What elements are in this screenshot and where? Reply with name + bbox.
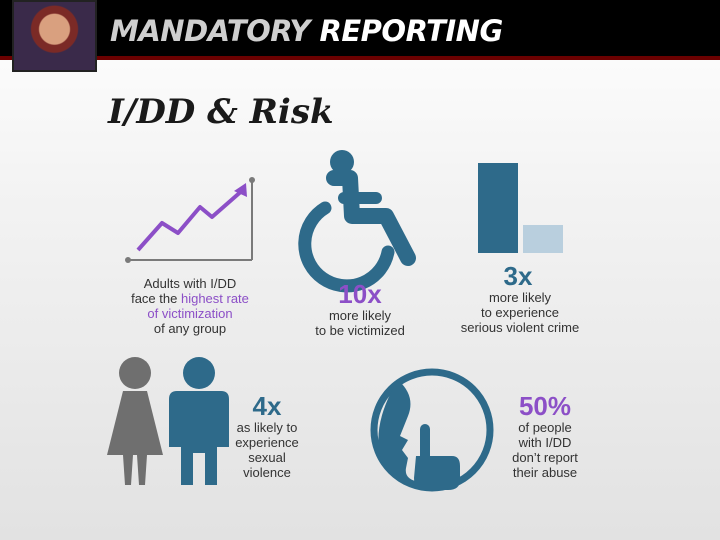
violent-crime-multiplier: 3x <box>503 261 533 291</box>
wheelchair-icon <box>298 150 416 293</box>
header-title: MANDATORY REPORTING <box>110 14 503 48</box>
presenter-photo <box>12 0 97 72</box>
line-chart-icon <box>125 177 255 263</box>
victimized-line2: to be victimized <box>315 323 405 338</box>
sexual-violence-multiplier: 4x <box>252 391 282 421</box>
victimization-line4: of any group <box>153 321 227 336</box>
page-title: I/DD & Risk <box>108 92 334 132</box>
not-reported-line3: don’t report <box>512 450 578 465</box>
not-reported-line2: with I/DD <box>518 435 572 450</box>
victimized-multiplier: 10x <box>338 279 382 309</box>
violent-crime-line3: serious violent crime <box>460 320 580 335</box>
sexual-violence-caption: as likely to experience sexual violence <box>212 420 322 480</box>
violent-crime-line1: more likely <box>488 290 552 305</box>
victimization-line2-accent: highest rate <box>180 291 249 306</box>
sexual-violence-line3: sexual <box>248 450 286 465</box>
victimization-line2: face the highest rate <box>110 291 270 306</box>
not-reported-percent: 50% <box>518 391 572 421</box>
victimization-line2-prefix: face the <box>131 291 181 306</box>
not-reported-line1: of people <box>518 420 572 435</box>
bar-chart-icon <box>478 163 563 253</box>
people-icon <box>107 357 229 485</box>
not-reported-line4: their abuse <box>512 465 578 480</box>
victimization-caption: Adults with I/DD face the highest rate o… <box>110 276 270 336</box>
header-title-word2: REPORTING <box>319 14 504 48</box>
victimization-line1: Adults with I/DD <box>143 276 237 291</box>
sexual-violence-line4: violence <box>243 465 291 480</box>
header-divider <box>0 56 720 60</box>
not-reported-caption: of people with I/DD don’t report their a… <box>490 420 600 480</box>
victimized-line1: more likely <box>328 308 392 323</box>
header-title-word1: MANDATORY <box>110 14 310 48</box>
sexual-violence-line2: experience <box>235 435 299 450</box>
silence-icon <box>370 368 494 492</box>
victimization-line3: of victimization <box>147 306 233 321</box>
victimized-caption: more likely to be victimized <box>290 308 430 338</box>
sexual-violence-line1: as likely to <box>236 420 298 435</box>
violent-crime-caption: more likely to experience serious violen… <box>440 290 600 335</box>
violent-crime-line2: to experience <box>480 305 560 320</box>
header-bar <box>0 0 720 56</box>
